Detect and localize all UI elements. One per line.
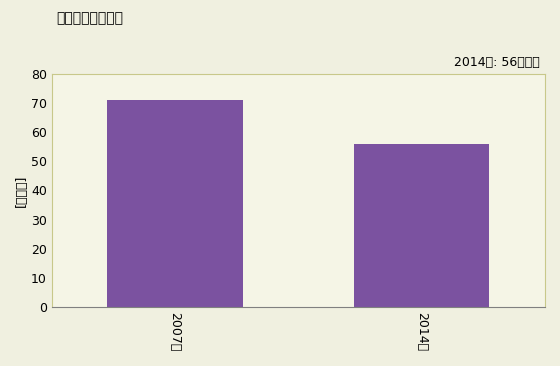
Bar [107,100,243,307]
Y-axis label: [事業所]: [事業所] [15,174,28,207]
Bar [354,144,489,307]
Text: 2014年: 56事業所: 2014年: 56事業所 [454,56,540,68]
Text: 卸売業の事業所数: 卸売業の事業所数 [56,11,123,25]
